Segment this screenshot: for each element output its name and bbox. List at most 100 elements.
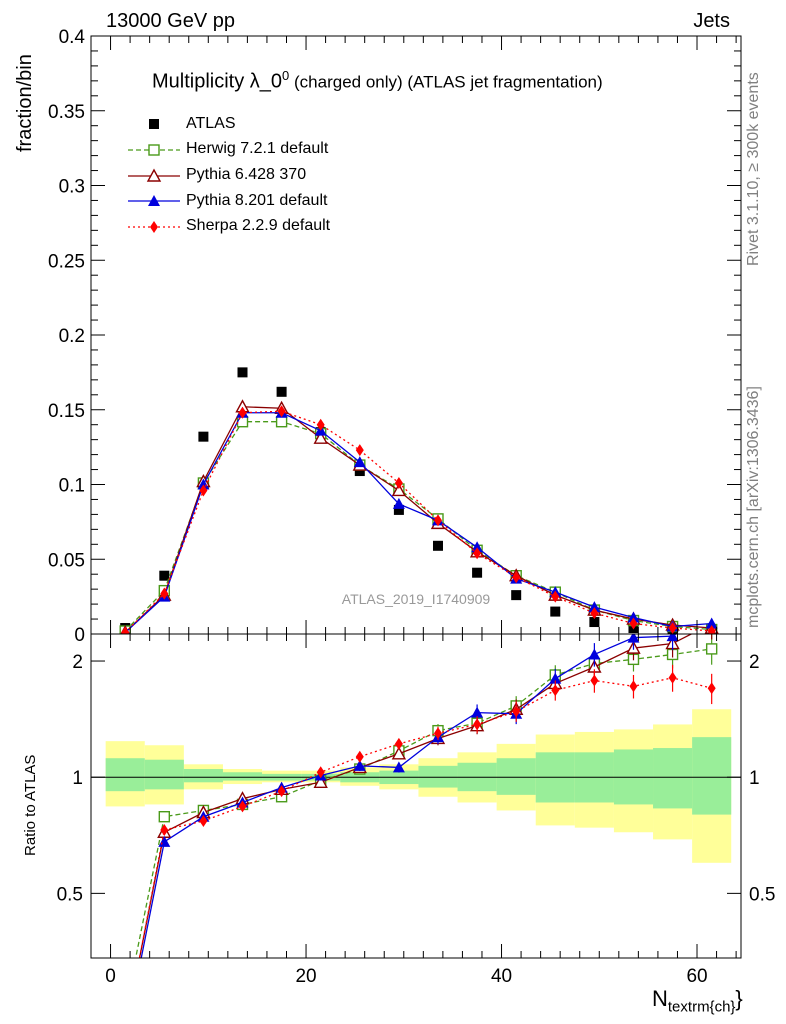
legend-marker-herwig-7-2-1-default [148, 144, 160, 156]
point-sherpa-2-2-9-default [316, 418, 325, 431]
chart-title-sup: 0 [282, 68, 290, 83]
ratio-point-pythia-6-428-370 [313, 774, 328, 789]
ratio-point-sherpa-2-2-9-default [160, 823, 169, 836]
y-tick-label-top: 0.15 [48, 401, 85, 422]
series-line-herwig-7-2-1-default [124, 421, 712, 632]
ratio-point-sherpa-2-2-9-default [551, 684, 560, 697]
band-inner-bin [222, 772, 263, 781]
legend-item-sherpa: Sherpa 2.2.9 default [186, 217, 331, 234]
ratio-line-sherpa-2-2-9-default [138, 677, 712, 958]
ratio-point-pythia-8-201-default [666, 634, 679, 642]
chart-title-main: Multiplicity λ_0 [152, 70, 283, 93]
band-inner-bin [105, 758, 145, 792]
point-sherpa-2-2-9-default [277, 405, 286, 418]
point-sherpa-2-2-9-default [629, 617, 638, 630]
point-sherpa-2-2-9-default [355, 444, 364, 457]
ratio-point-sherpa-2-2-9-default [199, 814, 208, 827]
point-atlas [393, 504, 404, 515]
point-atlas [432, 540, 443, 551]
point-pythia-8-201-default [392, 497, 405, 509]
point-atlas [198, 431, 209, 442]
point-sherpa-2-2-9-default [473, 547, 482, 560]
analysis-watermark: ATLAS_2019_I1740909 [342, 591, 491, 607]
chart-axes: 00.050.10.150.20.250.30.350.40.5 0.51 12 20… [48, 27, 775, 987]
point-pythia-8-201-default [471, 541, 484, 553]
ratio-point-pythia-8-201-default [392, 761, 405, 773]
point-sherpa-2-2-9-default [121, 626, 130, 634]
y-tick-label-top: 0.1 [59, 476, 85, 497]
legend-marker-atlas [149, 119, 159, 129]
ratio-point-sherpa-2-2-9-default [512, 705, 521, 718]
y-tick-label-bottom: 1 [72, 768, 83, 789]
band-inner-bin [183, 769, 223, 783]
y-tick-label-bottom: 0.5 [57, 884, 83, 905]
x-tick-label: 0 [105, 966, 116, 987]
header-observable: Jets [693, 10, 730, 32]
point-sherpa-2-2-9-default [199, 484, 208, 497]
top-panel-series [119, 367, 719, 634]
point-sherpa-2-2-9-default [433, 514, 442, 527]
ratio-point-sherpa-2-2-9-default [668, 671, 677, 684]
legend-item-atlas: ATLAS [186, 115, 236, 132]
point-atlas [589, 617, 600, 628]
ratio-point-sherpa-2-2-9-default [473, 718, 482, 731]
point-sherpa-2-2-9-default [394, 477, 403, 490]
y-tick-label-bottom-right: 0.5 [749, 884, 775, 905]
x-tick-label: 40 [491, 966, 512, 987]
band-inner-bin [144, 759, 184, 790]
point-atlas [159, 570, 170, 581]
legend-item-pythia6: Pythia 6.428 370 [186, 166, 307, 183]
y-tick-label-bottom: 2 [72, 652, 83, 673]
chart-series [119, 119, 719, 1015]
bottom-panel-frame [90, 633, 742, 959]
x-axis-label-close: } [735, 986, 743, 1011]
point-pythia-8-201-default [353, 456, 366, 468]
ratio-point-sherpa-2-2-9-default [355, 750, 364, 763]
ratio-point-pythia-8-201-default [549, 672, 562, 684]
ratio-point-sherpa-2-2-9-default [394, 737, 403, 750]
point-pythia-8-201-default [627, 611, 640, 623]
chart-title: Multiplicity λ_00 (charged only) (ATLAS … [152, 68, 603, 94]
point-atlas [472, 567, 483, 578]
x-axis-label-sub: textrm{ch} [667, 998, 736, 1016]
y-tick-label-top: 0.4 [59, 27, 86, 48]
ratio-line-pythia-6-428-370 [138, 634, 693, 958]
ratio-point-pythia-6-428-370 [391, 746, 407, 760]
legend-marker-pythia-6-428-370 [146, 168, 162, 182]
y-tick-label-top: 0.35 [48, 102, 85, 123]
series-line-pythia-6-428-370 [124, 406, 712, 633]
point-sherpa-2-2-9-default [707, 625, 716, 634]
legend-markers [128, 119, 180, 233]
x-axis-label: Ntextrm{ch}} [652, 986, 743, 1015]
point-atlas [511, 590, 522, 601]
legend-marker-pythia-8-201-default [148, 195, 160, 206]
y-tick-label-top: 0 [74, 625, 85, 646]
x-tick-label: 20 [295, 966, 316, 987]
band-inner-bin [692, 737, 732, 815]
ratio-point-sherpa-2-2-9-default [590, 674, 599, 687]
ratio-point-pythia-8-201-default [588, 648, 601, 660]
ratio-uncertainty-bands [91, 709, 741, 863]
ratio-point-herwig-7-2-1-default [120, 1005, 130, 1015]
band-inner-bin [653, 748, 693, 809]
ratio-point-pythia-8-201-default [627, 634, 640, 643]
y-axis-label-top: fraction/bin [14, 54, 36, 152]
point-sherpa-2-2-9-default [512, 571, 521, 584]
point-sherpa-2-2-9-default [551, 590, 560, 603]
ratio-point-sherpa-2-2-9-default [707, 682, 716, 695]
ratio-point-pythia-8-201-default [706, 605, 718, 616]
point-pythia-6-428-370 [391, 483, 407, 497]
rivet-label: Rivet 3.1.10, ≥ 300k events [745, 72, 762, 266]
y-tick-label-top: 0.3 [59, 177, 85, 198]
y-tick-label-top: 0.2 [59, 326, 85, 347]
point-atlas [237, 367, 248, 378]
mcplots-label: mcplots.cern.ch [arXiv:1306.3436] [745, 386, 762, 628]
y-tick-label-top: 0.25 [48, 251, 85, 272]
point-pythia-8-201-default [705, 617, 718, 629]
y-tick-label-bottom-right: 2 [749, 652, 760, 673]
header-process: 13000 GeV pp [106, 10, 235, 32]
y-axis-label-bottom: Ratio to ATLAS [22, 754, 39, 856]
band-inner-bin [496, 758, 536, 795]
ratio-point-herwig-7-2-1-default [705, 643, 718, 655]
